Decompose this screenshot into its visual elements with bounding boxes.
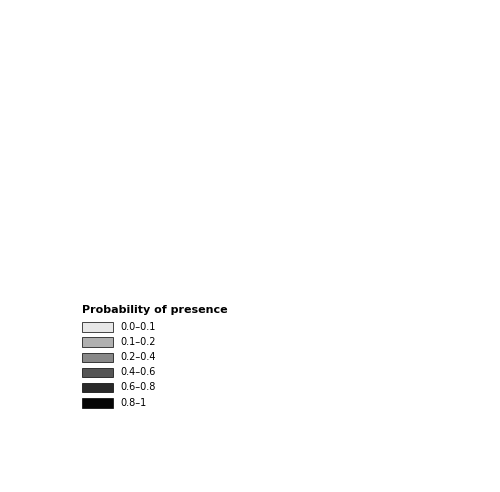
Bar — [82, 383, 113, 393]
Bar — [82, 398, 113, 407]
Text: 0.2–0.4: 0.2–0.4 — [120, 352, 156, 362]
Text: 0.6–0.8: 0.6–0.8 — [120, 382, 156, 393]
Bar — [82, 353, 113, 362]
Text: Probability of presence: Probability of presence — [82, 305, 228, 315]
Text: 0.8–1: 0.8–1 — [120, 398, 147, 408]
Bar — [82, 338, 113, 347]
Bar — [82, 368, 113, 377]
Text: 0.1–0.2: 0.1–0.2 — [120, 337, 156, 347]
Text: 0.4–0.6: 0.4–0.6 — [120, 368, 156, 377]
Text: 0.0–0.1: 0.0–0.1 — [120, 322, 156, 332]
Bar — [82, 322, 113, 332]
